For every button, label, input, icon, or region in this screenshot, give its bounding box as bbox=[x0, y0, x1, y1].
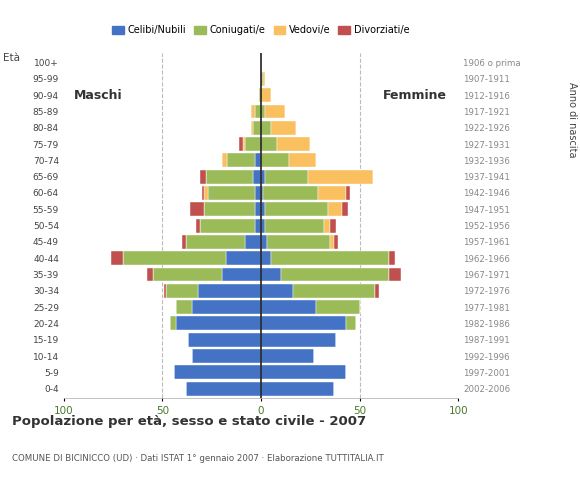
Bar bbox=[176, 316, 261, 330]
Bar bbox=[188, 333, 261, 347]
Bar bbox=[196, 219, 200, 232]
Bar bbox=[261, 186, 263, 200]
Bar bbox=[226, 251, 261, 265]
Bar bbox=[206, 170, 253, 184]
Bar bbox=[255, 154, 261, 168]
Bar bbox=[261, 154, 289, 168]
Bar bbox=[265, 219, 324, 232]
Bar bbox=[202, 186, 204, 200]
Bar bbox=[255, 105, 261, 119]
Text: Popolazione per età, sesso e stato civile - 2007: Popolazione per età, sesso e stato civil… bbox=[12, 415, 366, 428]
Bar bbox=[261, 365, 346, 379]
Bar bbox=[243, 137, 245, 151]
Bar bbox=[346, 186, 350, 200]
Bar bbox=[261, 219, 265, 232]
Bar bbox=[253, 170, 261, 184]
Bar bbox=[261, 137, 277, 151]
Bar bbox=[255, 186, 261, 200]
Bar bbox=[190, 203, 204, 216]
Bar bbox=[255, 203, 261, 216]
Bar bbox=[265, 105, 285, 119]
Bar bbox=[318, 186, 346, 200]
Bar bbox=[261, 88, 271, 102]
Bar bbox=[192, 349, 261, 363]
Bar bbox=[261, 284, 292, 298]
Bar bbox=[342, 203, 348, 216]
Bar bbox=[389, 267, 401, 281]
Bar bbox=[227, 154, 255, 168]
Bar bbox=[261, 170, 265, 184]
Text: Maschi: Maschi bbox=[74, 89, 122, 102]
Bar bbox=[289, 154, 316, 168]
Bar bbox=[292, 284, 375, 298]
Bar bbox=[334, 235, 338, 249]
Text: Età: Età bbox=[3, 53, 20, 62]
Bar bbox=[192, 300, 261, 314]
Bar bbox=[200, 219, 255, 232]
Bar bbox=[281, 267, 389, 281]
Bar bbox=[153, 267, 222, 281]
Text: Femmine: Femmine bbox=[383, 89, 447, 102]
Text: Anno di nascita: Anno di nascita bbox=[567, 82, 577, 157]
Bar bbox=[255, 219, 261, 232]
Bar bbox=[251, 121, 253, 135]
Bar bbox=[346, 316, 356, 330]
Bar bbox=[261, 105, 265, 119]
Bar bbox=[263, 72, 265, 86]
Bar bbox=[324, 219, 330, 232]
Bar bbox=[111, 251, 123, 265]
Bar bbox=[240, 137, 243, 151]
Legend: Celibi/Nubili, Coniugati/e, Vedovi/e, Divorziati/e: Celibi/Nubili, Coniugati/e, Vedovi/e, Di… bbox=[108, 22, 414, 39]
Bar bbox=[261, 382, 334, 396]
Bar bbox=[263, 186, 318, 200]
Bar bbox=[277, 137, 310, 151]
Bar bbox=[123, 251, 226, 265]
Bar bbox=[259, 88, 261, 102]
Bar bbox=[271, 121, 296, 135]
Bar bbox=[171, 316, 176, 330]
Bar bbox=[261, 333, 336, 347]
Bar bbox=[222, 267, 261, 281]
Bar bbox=[261, 316, 346, 330]
Bar bbox=[261, 349, 314, 363]
Bar bbox=[251, 105, 255, 119]
Bar bbox=[166, 284, 198, 298]
Bar bbox=[261, 235, 267, 249]
Bar bbox=[330, 219, 336, 232]
Bar bbox=[309, 170, 374, 184]
Bar bbox=[253, 121, 261, 135]
Bar bbox=[375, 284, 379, 298]
Bar bbox=[208, 186, 255, 200]
Bar bbox=[261, 267, 281, 281]
Bar bbox=[176, 300, 192, 314]
Bar bbox=[389, 251, 395, 265]
Bar bbox=[147, 267, 153, 281]
Bar bbox=[265, 170, 309, 184]
Bar bbox=[182, 235, 186, 249]
Bar bbox=[245, 235, 261, 249]
Bar bbox=[328, 203, 342, 216]
Bar bbox=[267, 235, 330, 249]
Bar bbox=[174, 365, 261, 379]
Bar bbox=[164, 284, 166, 298]
Bar bbox=[271, 251, 389, 265]
Bar bbox=[261, 121, 271, 135]
Bar bbox=[261, 72, 263, 86]
Bar bbox=[245, 137, 261, 151]
Bar bbox=[330, 235, 334, 249]
Text: COMUNE DI BICINICCO (UD) · Dati ISTAT 1° gennaio 2007 · Elaborazione TUTTITALIA.: COMUNE DI BICINICCO (UD) · Dati ISTAT 1°… bbox=[12, 454, 383, 463]
Bar bbox=[265, 203, 328, 216]
Bar bbox=[204, 186, 208, 200]
Bar bbox=[261, 251, 271, 265]
Bar bbox=[222, 154, 227, 168]
Bar bbox=[261, 203, 265, 216]
Bar bbox=[261, 300, 316, 314]
Bar bbox=[186, 382, 261, 396]
Bar bbox=[198, 284, 261, 298]
Bar bbox=[186, 235, 245, 249]
Bar bbox=[204, 203, 255, 216]
Bar bbox=[316, 300, 360, 314]
Bar bbox=[200, 170, 206, 184]
